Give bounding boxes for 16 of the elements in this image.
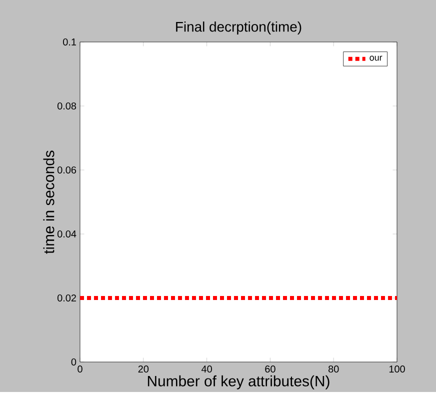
legend-label: our [370, 56, 382, 61]
x-tick-label: 20 [138, 366, 149, 373]
y-tick-label: 0 [71, 358, 76, 366]
y-tick-label: 0.08 [57, 102, 76, 110]
x-axis-title: Number of key attributes(N) [148, 376, 330, 390]
x-tick-label: 80 [328, 366, 339, 373]
x-tick-label: 60 [265, 366, 276, 373]
y-tick-label: 0.06 [57, 166, 76, 174]
y-tick-label: 0.02 [57, 294, 76, 302]
y-axis-title: time in seconds [43, 150, 54, 254]
x-tick-label: 40 [201, 366, 212, 373]
y-tick-label: 0.1 [63, 38, 76, 46]
x-tick-label: 100 [389, 366, 405, 373]
x-tick-label: 0 [78, 366, 82, 373]
chart-title: Final decrption(time) [176, 22, 302, 35]
y-tick-label: 0.04 [57, 230, 76, 238]
